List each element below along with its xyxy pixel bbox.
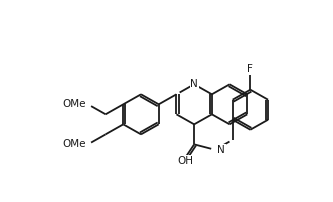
Text: F: F bbox=[247, 63, 253, 74]
Text: OMe: OMe bbox=[62, 139, 86, 149]
Text: OMe: OMe bbox=[62, 99, 86, 109]
Text: N: N bbox=[217, 145, 225, 155]
Text: N: N bbox=[190, 79, 198, 89]
Text: OH: OH bbox=[177, 156, 193, 166]
